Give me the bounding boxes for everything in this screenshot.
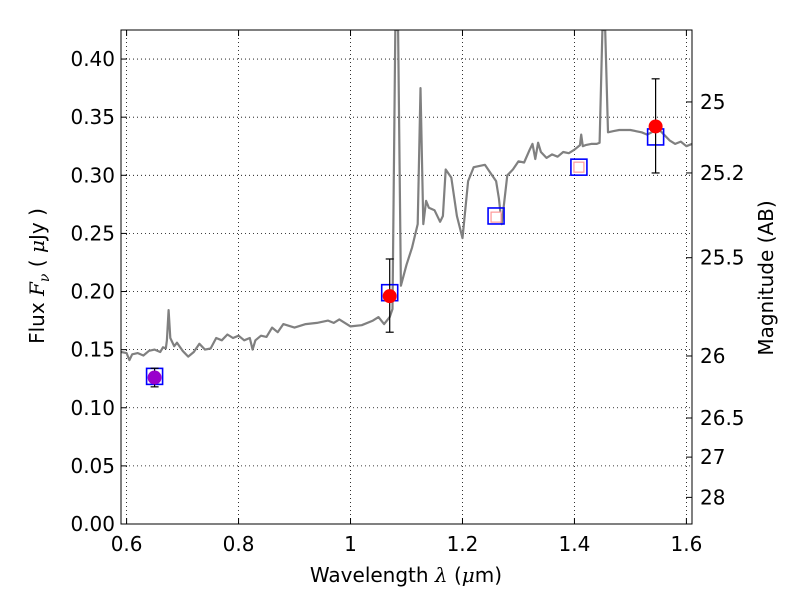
y-tick-label: 0.15 — [70, 338, 115, 362]
right-axis-label: Magnitude (AB) — [754, 200, 778, 355]
observed-flux-point — [382, 289, 397, 304]
observed-flux-point — [648, 119, 663, 134]
model-flux-square — [570, 158, 588, 176]
y2-tick-label: 26 — [700, 344, 725, 368]
y-tick-label: 0.05 — [70, 454, 115, 478]
x-tick-label: 0.6 — [111, 532, 143, 556]
y-tick-label: 0.40 — [70, 47, 115, 71]
x-tick-label: 1 — [344, 532, 357, 556]
y2-tick-label: 25.2 — [700, 161, 745, 185]
axis-ticks: 0.6 0.8 1 1.2 1.4 1.6 0.00 0.05 0.10 0.15 0.20 0.25… — [70, 30, 745, 556]
y2-tick-label: 25 — [700, 90, 725, 114]
x-axis-label: Wavelength λ (μm) — [310, 563, 502, 587]
observed-flux-point — [147, 370, 162, 385]
y2-tick-label: 25.5 — [700, 246, 745, 270]
y-tick-label: 0.00 — [70, 512, 115, 536]
plot-area — [121, 30, 692, 388]
y-tick-label: 0.35 — [70, 105, 115, 129]
x-tick-label: 0.8 — [223, 532, 255, 556]
y2-tick-label: 27 — [700, 445, 725, 469]
y-tick-label: 0.30 — [70, 163, 115, 187]
x-tick-label: 1.2 — [447, 532, 479, 556]
observed-flux-marker — [573, 161, 585, 173]
spectrum-line — [121, 30, 692, 362]
model-flux-square — [487, 207, 505, 225]
y2-tick-label: 28 — [700, 485, 725, 509]
y2-tick-label: 26.5 — [700, 406, 745, 430]
y-tick-label: 0.10 — [70, 396, 115, 420]
observed-flux-marker — [490, 211, 502, 223]
y-axis-label: Flux Fν ( μJy ) — [25, 208, 53, 344]
x-tick-label: 1.6 — [670, 532, 702, 556]
plot-frame — [120, 29, 693, 525]
x-tick-label: 1.4 — [559, 532, 591, 556]
y-tick-label: 0.20 — [70, 280, 115, 304]
y-tick-label: 0.25 — [70, 221, 115, 245]
